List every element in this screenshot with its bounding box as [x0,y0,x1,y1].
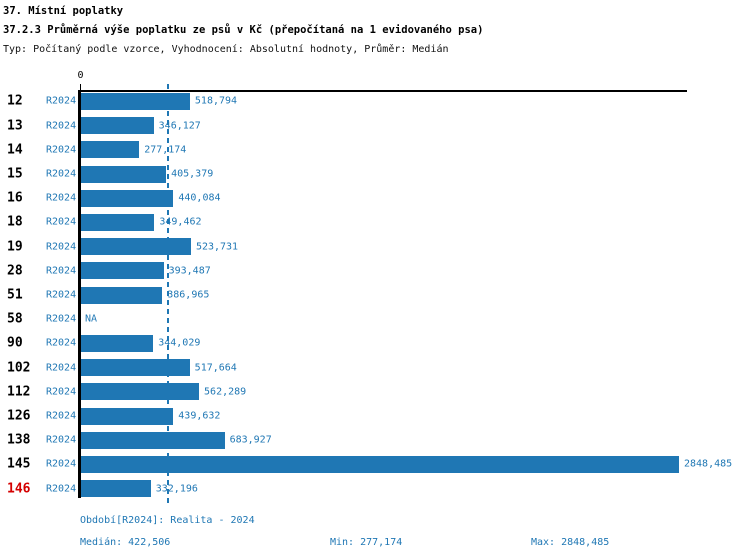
row-period-label: R2024 [46,144,77,156]
chart-row: 102 R2024 517,664 [0,356,750,380]
chart-row: 16 R2024 440,084 [0,186,750,210]
x-axis-zero-label: 0 [77,70,84,81]
row-category-label: 12 [7,93,23,109]
bar-value-label: 517,664 [194,362,237,374]
x-axis-line [80,90,687,92]
footer-median: Medián: 422,506 [80,537,171,548]
bar-value-label: 277,174 [144,144,187,156]
bar-value-label: 386,965 [167,289,210,301]
bar-value-label: 683,927 [229,434,272,446]
bar-value-label: 440,084 [178,192,221,204]
bar [81,359,190,377]
row-category-label: 145 [7,456,31,472]
row-category-label: 102 [7,360,31,376]
median-reference-line [167,84,169,504]
chart-row: 18 R2024 349,462 [0,210,750,234]
row-period-label: R2024 [46,241,77,253]
footer-period-info: Období[R2024]: Realita - 2024 [80,515,255,526]
bar-value-label: 349,462 [159,216,202,228]
row-period-label: R2024 [46,337,77,349]
row-category-label: 28 [7,263,23,279]
chart-row: 145 R2024 2848,485 [0,452,750,476]
footer-min: Min: 277,174 [330,537,403,548]
section-title: 37. Místní poplatky [3,5,124,17]
row-period-label: R2024 [46,120,77,132]
chart-row: 58 R2024 NA [0,307,750,331]
chart-row: 12 R2024 518,794 [0,89,750,113]
bar [81,334,154,352]
bar [81,213,155,231]
chart-subtitle: Typ: Počítaný podle vzorce, Vyhodnocení:… [3,44,449,55]
row-category-label: 15 [7,166,23,182]
row-category-label: 58 [7,311,23,327]
row-period-label: R2024 [46,434,77,446]
chart-row: 15 R2024 405,379 [0,162,750,186]
bar-value-label: 344,029 [158,337,201,349]
bar [81,431,225,449]
bar-value-label: 2848,485 [684,458,733,470]
row-period-label: R2024 [46,192,77,204]
x-axis-zero-tick [80,84,81,90]
chart-row: 112 R2024 562,289 [0,380,750,404]
bar [81,383,199,401]
bar-value-label: 332,196 [155,483,198,495]
bar-value-label: 346,127 [158,120,201,132]
bar-value-label: 439,632 [178,410,221,422]
chart-row: 13 R2024 346,127 [0,114,750,138]
bar [81,141,140,159]
row-category-label: 18 [7,214,23,230]
bar-value-label: 518,794 [194,95,238,107]
row-category-label: 90 [7,335,23,351]
bar [81,92,190,110]
bar [81,165,167,183]
chart-row: 51 R2024 386,965 [0,283,750,307]
row-period-label: R2024 [46,483,77,495]
row-period-label: R2024 [46,216,77,228]
bar [81,238,191,256]
chart-row: 138 R2024 683,927 [0,428,750,452]
bar [81,407,174,425]
bar [81,480,151,498]
bar-value-label: 405,379 [171,168,214,180]
bar-value-label: 393,487 [168,265,211,277]
row-category-label: 13 [7,118,23,134]
row-category-label: 51 [7,287,23,303]
chart-row: 126 R2024 439,632 [0,404,750,428]
chart-row: 14 R2024 277,174 [0,138,750,162]
bar [81,455,679,473]
row-category-label: 14 [7,142,23,158]
bar-value-label: NA [85,313,98,325]
chart-row: 28 R2024 393,487 [0,259,750,283]
row-period-label: R2024 [46,313,77,325]
row-period-label: R2024 [46,410,77,422]
bar-value-label: 562,289 [204,386,247,398]
chart-row: 90 R2024 344,029 [0,331,750,355]
row-category-label: 112 [7,384,31,400]
row-period-label: R2024 [46,168,77,180]
row-category-label: 16 [7,190,23,206]
y-axis-line [78,90,81,498]
bar [81,262,164,280]
chart-row: 19 R2024 523,731 [0,235,750,259]
bar [81,117,154,135]
chart-title: 37.2.3 Průměrná výše poplatku ze psů v K… [3,24,484,36]
row-category-label: 146 [7,481,31,497]
row-category-label: 138 [7,432,31,448]
bar [81,189,174,207]
row-period-label: R2024 [46,95,77,107]
bar-value-label: 523,731 [195,241,239,253]
row-period-label: R2024 [46,362,77,374]
row-period-label: R2024 [46,289,77,301]
chart-row: 146 R2024 332,196 [0,477,750,501]
row-period-label: R2024 [46,265,77,277]
row-period-label: R2024 [46,458,77,470]
row-category-label: 126 [7,408,31,424]
row-period-label: R2024 [46,386,77,398]
footer-max: Max: 2848,485 [531,537,610,548]
row-category-label: 19 [7,239,23,255]
bar [81,286,163,304]
